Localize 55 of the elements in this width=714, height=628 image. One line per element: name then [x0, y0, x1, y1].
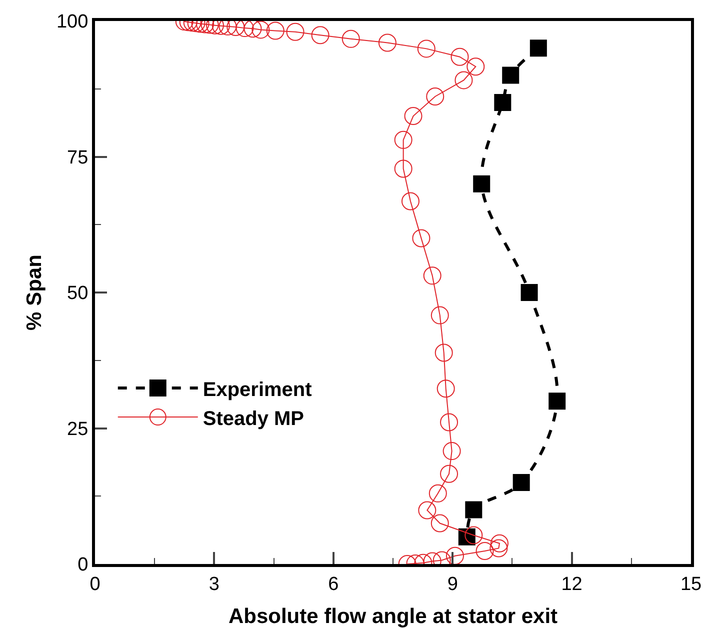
point [311, 26, 330, 44]
point [423, 266, 442, 285]
point [428, 484, 447, 502]
point [476, 542, 494, 560]
point [442, 442, 461, 460]
x-tick-label: 6 [328, 574, 339, 595]
point [450, 48, 469, 66]
point [473, 175, 490, 192]
point [502, 66, 520, 84]
point [440, 413, 458, 432]
point [418, 501, 436, 520]
point [440, 464, 458, 483]
point [520, 284, 538, 301]
legend-label: Steady MP [202, 408, 304, 430]
point [401, 192, 420, 210]
point [417, 40, 436, 58]
point [430, 514, 449, 532]
x-tick-label: 3 [208, 574, 220, 595]
point [252, 21, 270, 39]
point [434, 344, 453, 362]
point [394, 160, 412, 178]
point [236, 21, 254, 38]
point [266, 22, 284, 40]
point [404, 107, 422, 126]
point [464, 526, 483, 544]
x-tick-label: 15 [680, 574, 702, 595]
y-tick-label: 100 [56, 12, 88, 33]
point [426, 87, 444, 106]
point [342, 30, 360, 48]
y-axis-title: % Span [23, 254, 46, 330]
point [394, 130, 412, 149]
point [430, 306, 449, 324]
point [494, 94, 512, 111]
point [454, 71, 473, 90]
point [286, 22, 304, 41]
point [446, 546, 464, 564]
legend-label: Experiment [202, 378, 312, 401]
point [378, 34, 396, 52]
point [548, 392, 566, 410]
point [490, 539, 508, 558]
x-tick-label: 12 [561, 574, 582, 595]
point [436, 380, 455, 398]
y-tick-label: 25 [67, 418, 88, 440]
y-tick-label: 0 [78, 554, 88, 576]
point [490, 534, 508, 552]
point [465, 501, 482, 518]
point [466, 58, 485, 76]
point [512, 474, 530, 492]
x-axis-title: Absolute flow angle at stator exit [228, 605, 558, 628]
point [530, 40, 547, 57]
x-tick-label: 9 [447, 574, 458, 595]
point [244, 21, 262, 38]
y-tick-label: 50 [67, 283, 88, 304]
y-tick-label: 75 [67, 147, 88, 168]
point [412, 229, 430, 248]
